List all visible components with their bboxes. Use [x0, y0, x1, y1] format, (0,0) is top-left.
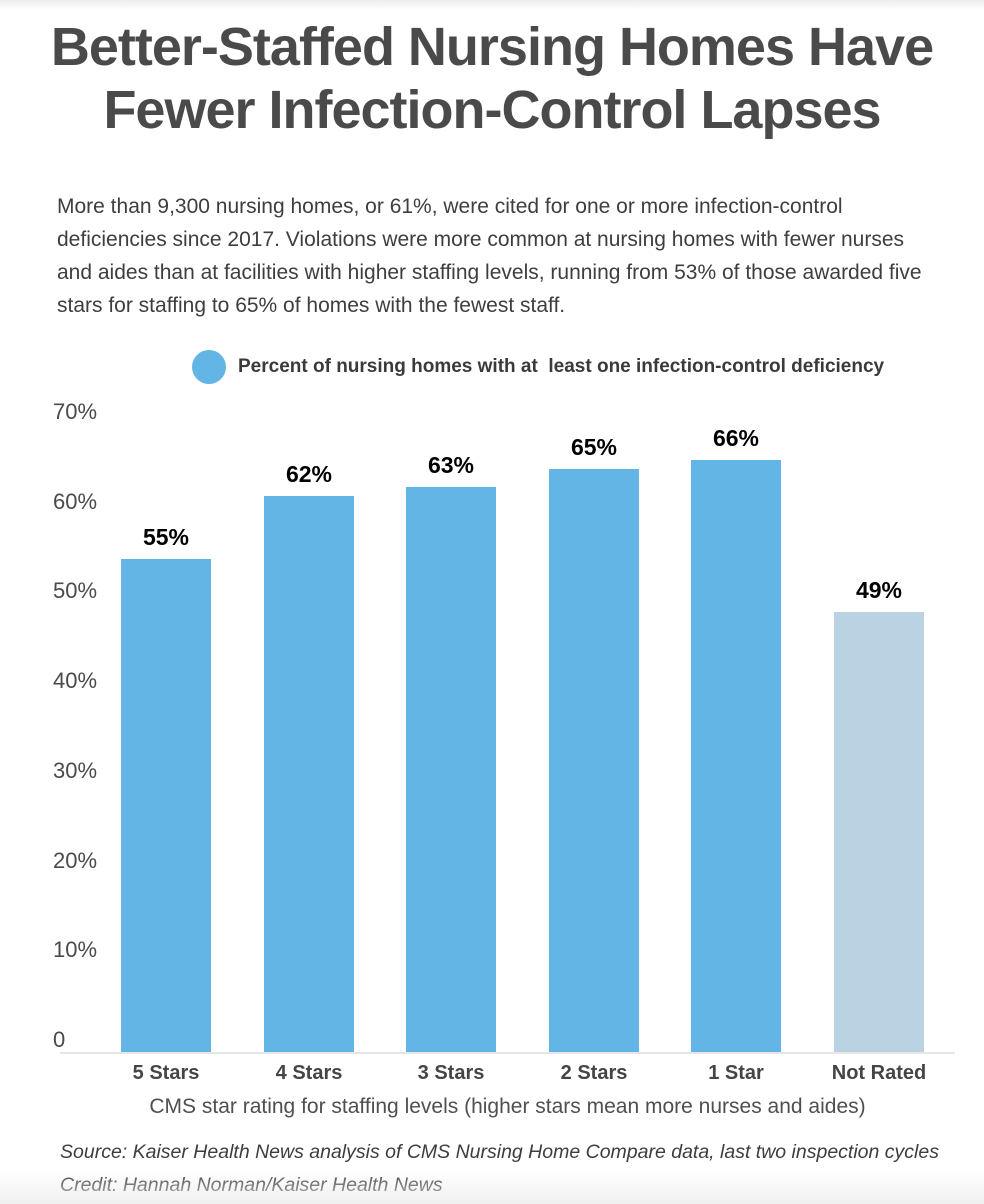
bar-value-label: 62%: [285, 461, 333, 487]
x-axis-category-label: 1 Star: [708, 1062, 764, 1084]
x-axis-category-label: 3 Stars: [417, 1062, 485, 1084]
bar-2-stars: [549, 469, 639, 1052]
x-axis-category-label: Not Rated: [831, 1062, 927, 1084]
y-axis-tick-label: 60%: [53, 488, 98, 514]
y-axis-tick-label: 50%: [53, 578, 98, 604]
legend-label: Percent of nursing homes with at least o…: [238, 356, 885, 377]
y-axis-tick-label: 10%: [53, 937, 98, 963]
bar-value-label: 66%: [712, 425, 760, 451]
x-axis-category-label: 2 Stars: [560, 1062, 628, 1084]
bar-5-stars: [121, 559, 211, 1052]
y-axis-tick-label: 30%: [53, 757, 98, 783]
bar-value-label: 55%: [142, 524, 190, 550]
bar-value-label: 65%: [570, 434, 618, 460]
y-axis-tick-label: 40%: [53, 668, 98, 694]
bar-chart-plot-area: 0 10% 20% 30% 40% 50% 60% 70% 55% 5 Stars 62% 4 Sta…: [53, 399, 955, 1118]
y-axis-tick-label: 20%: [53, 847, 98, 873]
bar-not-rated: [834, 612, 924, 1052]
bar-3-stars: [406, 487, 496, 1052]
chart-footer: Source: Kaiser Health News analysis of C…: [60, 1136, 939, 1202]
x-axis-title: CMS star rating for staffing levels (hig…: [149, 1095, 866, 1118]
legend-swatch-circle-icon: [192, 350, 226, 384]
bar-value-label: 63%: [427, 452, 475, 478]
credit-line: Credit: Hannah Norman/Kaiser Health News: [60, 1174, 443, 1196]
x-axis-category-label: 5 Stars: [132, 1062, 200, 1084]
page-title-line-2: Fewer Infection-Control Lapses: [103, 80, 881, 140]
bar-4-stars: [264, 496, 354, 1052]
bar-1-star: [691, 460, 781, 1052]
page-title: Better-Staffed Nursing Homes Have Fewer …: [0, 16, 984, 142]
y-axis-tick-label: 0: [53, 1027, 66, 1052]
y-axis-tick-label: 70%: [53, 399, 98, 424]
chart-legend: Percent of nursing homes with at least o…: [192, 350, 884, 384]
bar-value-label: 49%: [855, 577, 903, 603]
page-edge-shading-top: [0, 0, 984, 10]
x-axis-category-label: 4 Stars: [275, 1062, 343, 1084]
source-line: Source: Kaiser Health News analysis of C…: [60, 1141, 939, 1163]
page-title-line-1: Better-Staffed Nursing Homes Have: [50, 17, 934, 77]
chart-description: More than 9,300 nursing homes, or 61%, w…: [57, 195, 922, 317]
